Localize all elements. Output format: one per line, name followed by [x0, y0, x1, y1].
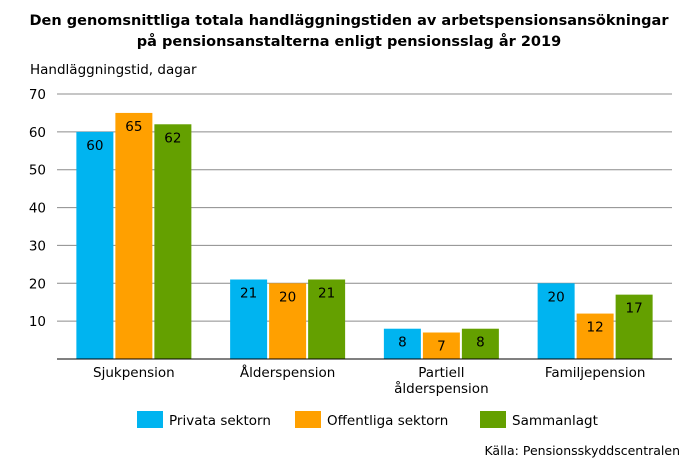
- category-label: Familjepension: [545, 365, 646, 381]
- data-label: 17: [626, 301, 643, 317]
- category-label: Ålderspension: [240, 364, 335, 381]
- data-label: 8: [476, 335, 485, 351]
- bar: [461, 328, 499, 359]
- legend-swatch: [480, 411, 506, 428]
- bar: [115, 112, 153, 359]
- data-label: 20: [548, 289, 565, 305]
- bar: [422, 332, 460, 359]
- y-tick-label: 30: [29, 238, 46, 254]
- bar: [230, 279, 268, 359]
- legend: Privata sektorn Offentliga sektorn Sammanl…: [137, 411, 598, 429]
- data-label: 21: [318, 286, 335, 302]
- data-label: 21: [240, 286, 257, 302]
- y-tick-label: 10: [29, 314, 46, 330]
- data-label: 12: [587, 320, 604, 336]
- bars: [76, 112, 653, 360]
- y-axis-label: Handläggningstid, dagar: [30, 62, 197, 78]
- category-label: ålderspension: [394, 380, 489, 397]
- legend-label: Offentliga sektorn: [327, 413, 448, 429]
- legend-label: Sammanlagt: [512, 413, 598, 429]
- chart-title-line-1: Den genomsnittliga totala handläggningst…: [30, 13, 670, 29]
- source-note: Källa: Pensionsskyddscentralen: [484, 443, 680, 458]
- y-tick-label: 40: [29, 201, 46, 217]
- y-tick-label: 50: [29, 163, 46, 179]
- bar: [308, 279, 346, 359]
- legend-swatch: [295, 411, 321, 428]
- data-label: 7: [437, 339, 446, 355]
- data-label: 60: [86, 138, 103, 154]
- category-label: Sjukpension: [93, 365, 175, 381]
- legend-swatch: [137, 411, 163, 428]
- data-label: 65: [125, 119, 142, 135]
- data-label: 20: [279, 289, 296, 305]
- category-label: Partiell: [418, 365, 464, 381]
- data-labels: 60 65 62 21 20 21 8 7 8 20 12 17: [86, 119, 642, 355]
- legend-label: Privata sektorn: [169, 413, 271, 429]
- data-label: 62: [164, 130, 181, 146]
- bar: [576, 313, 614, 359]
- bar: [269, 283, 307, 359]
- bar: [537, 283, 575, 359]
- chart-title-line-2: på pensionsanstalterna enligt pensionssl…: [137, 33, 561, 50]
- y-tick-label: 70: [29, 87, 46, 103]
- y-tick-labels: 10 20 30 40 50 60 70: [29, 87, 46, 330]
- y-tick-label: 60: [29, 125, 46, 141]
- bar: [383, 328, 421, 359]
- category-labels: Sjukpension Ålderspension Partiellålderspe…: [93, 364, 645, 397]
- bar: [76, 131, 114, 359]
- bar: [615, 294, 653, 359]
- y-tick-label: 20: [29, 276, 46, 292]
- data-label: 8: [398, 335, 407, 351]
- bar: [154, 124, 192, 360]
